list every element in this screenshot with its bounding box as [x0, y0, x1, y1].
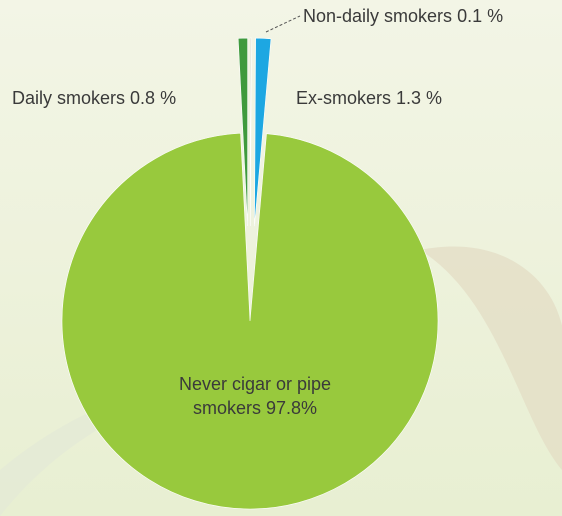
pie-slice	[61, 132, 439, 510]
pie-slice	[249, 37, 252, 227]
label-value: 1.3 %	[396, 88, 443, 108]
label-name: Ex-smokers	[296, 88, 392, 108]
label-value: 97.8%	[265, 398, 318, 418]
slice-label: Ex-smokers 1.3 %	[296, 88, 442, 109]
pie-slice	[254, 37, 272, 227]
slice-label: Daily smokers 0.8 %	[12, 88, 176, 109]
pie-slice	[237, 37, 248, 227]
slice-label: Non-daily smokers 0.1 %	[303, 6, 503, 27]
slices	[61, 37, 439, 510]
label-name: Daily smokers	[12, 88, 126, 108]
label-value: 0.1 %	[457, 6, 504, 26]
slice-label: Never cigar or pipe smokers 97.8%	[160, 372, 350, 420]
decoration	[420, 246, 562, 470]
label-name: Non-daily smokers	[303, 6, 453, 26]
label-name: Never cigar or pipe smokers	[178, 374, 332, 418]
leader-line	[265, 15, 301, 33]
label-value: 0.8 %	[130, 88, 177, 108]
